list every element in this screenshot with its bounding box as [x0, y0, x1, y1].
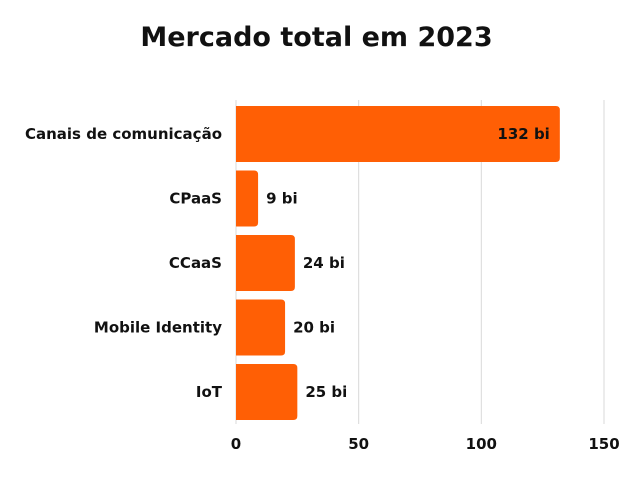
- x-tick-label-0: 0: [231, 435, 241, 453]
- category-label-1: CPaaS: [169, 190, 222, 208]
- category-label-3: Mobile Identity: [94, 319, 222, 337]
- category-label-2: CCaaS: [169, 254, 222, 272]
- data-label-0: 132 bi: [497, 125, 549, 143]
- bar-2: [236, 235, 295, 291]
- category-label-4: IoT: [196, 383, 223, 401]
- chart-title: Mercado total em 2023: [140, 22, 493, 53]
- data-label-3: 20 bi: [293, 319, 335, 337]
- category-label-0: Canais de comunicação: [25, 125, 222, 143]
- data-label-1: 9 bi: [266, 190, 298, 208]
- bar-3: [236, 299, 286, 356]
- bar-1: [236, 170, 259, 227]
- bar-4: [236, 364, 298, 420]
- data-label-2: 24 bi: [303, 254, 345, 272]
- x-tick-label-3: 150: [588, 435, 619, 453]
- data-label-4: 25 bi: [305, 383, 347, 401]
- bar-0: [236, 106, 560, 162]
- x-tick-label-1: 50: [348, 435, 369, 453]
- x-tick-label-2: 100: [466, 435, 497, 453]
